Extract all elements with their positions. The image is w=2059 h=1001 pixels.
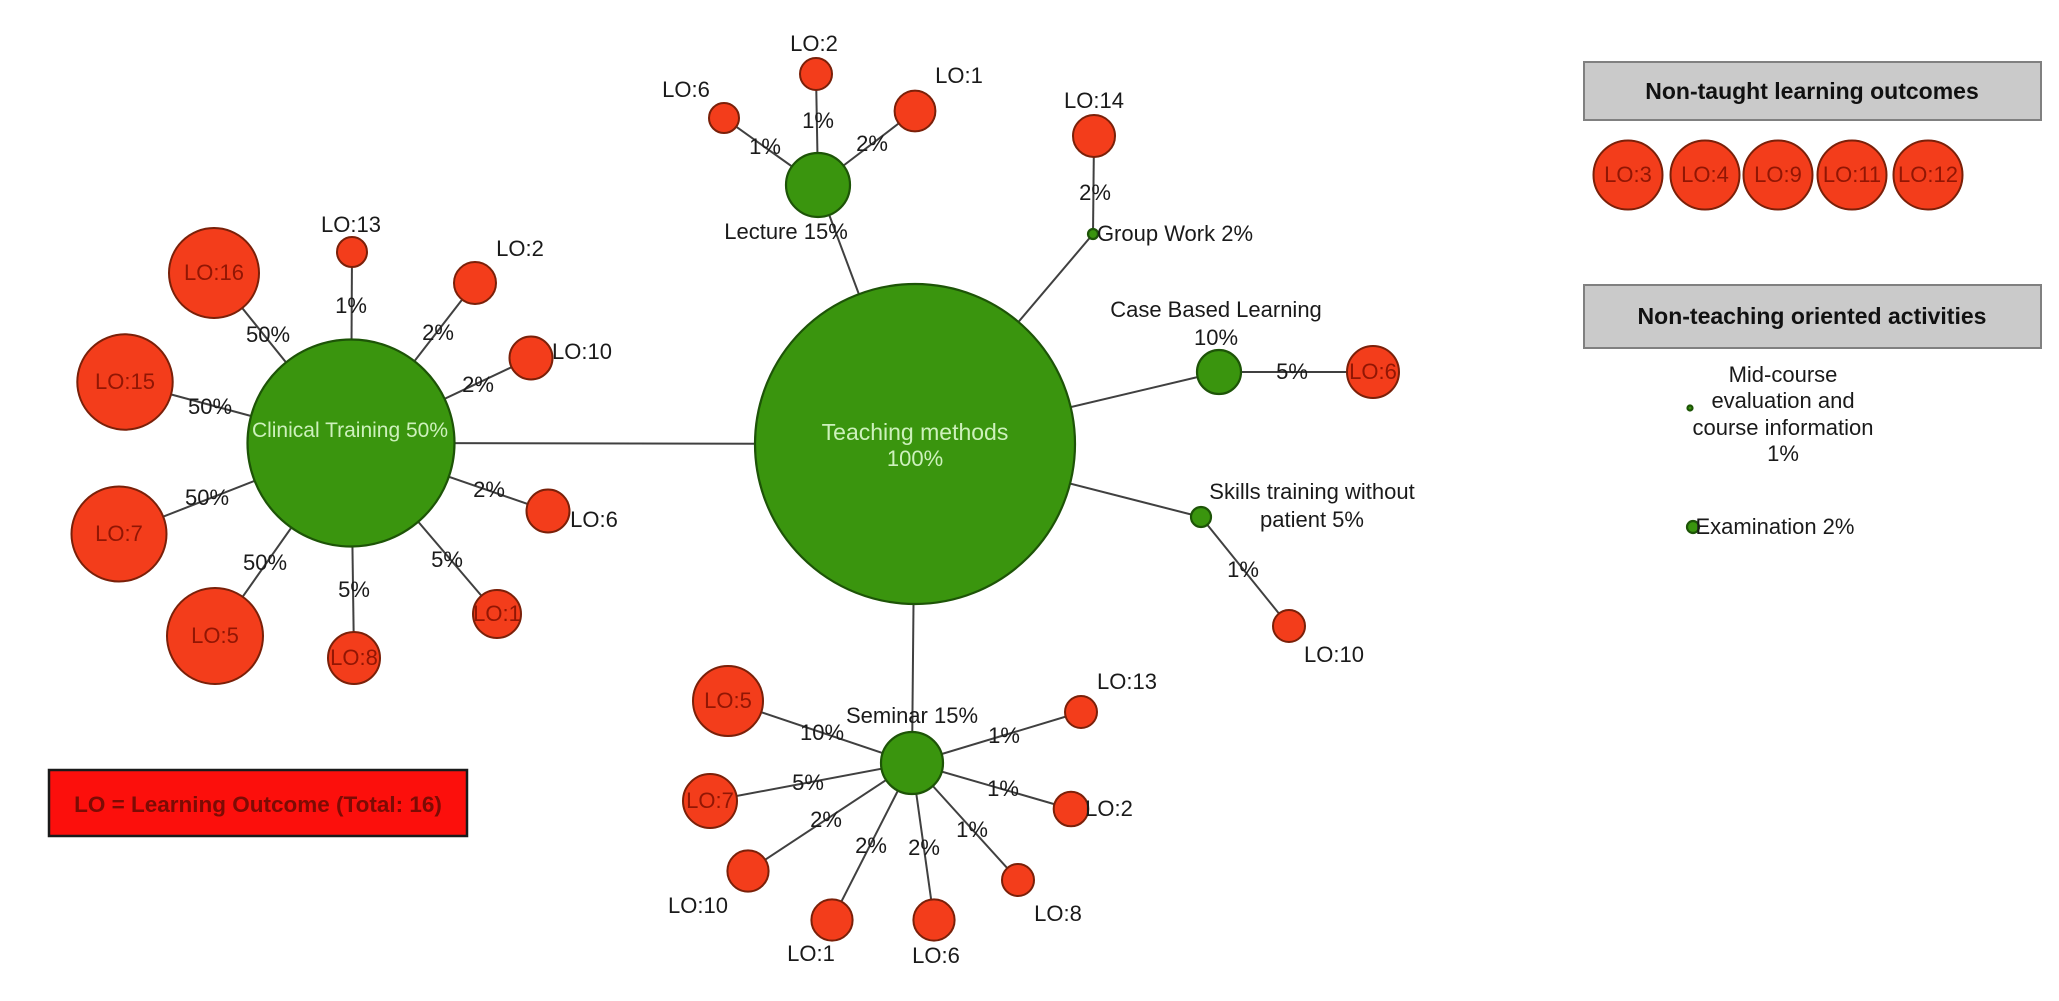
svg-text:course information: course information (1693, 415, 1874, 440)
svg-text:Case Based Learning: Case Based Learning (1110, 297, 1322, 322)
svg-text:LO:10: LO:10 (1304, 642, 1364, 667)
svg-text:LO:5: LO:5 (191, 623, 239, 648)
svg-text:LO:2: LO:2 (1085, 796, 1133, 821)
svg-text:10%: 10% (1194, 325, 1238, 350)
svg-text:LO:10: LO:10 (552, 339, 612, 364)
svg-text:Mid-course: Mid-course (1729, 362, 1838, 387)
svg-text:5%: 5% (338, 577, 370, 602)
svg-text:100%: 100% (887, 446, 943, 471)
svg-text:LO:6: LO:6 (570, 507, 618, 532)
svg-text:LO:16: LO:16 (184, 260, 244, 285)
svg-text:LO:13: LO:13 (321, 212, 381, 237)
svg-text:LO:6: LO:6 (912, 943, 960, 968)
svg-text:2%: 2% (462, 372, 494, 397)
svg-text:1%: 1% (749, 134, 781, 159)
svg-text:LO:8: LO:8 (330, 645, 378, 670)
svg-text:2%: 2% (855, 833, 887, 858)
svg-text:LO:6: LO:6 (1349, 359, 1397, 384)
svg-text:LO:2: LO:2 (790, 31, 838, 56)
svg-text:LO:11: LO:11 (1823, 162, 1881, 187)
svg-text:1%: 1% (956, 817, 988, 842)
svg-text:1%: 1% (988, 723, 1020, 748)
svg-text:Skills training without: Skills training without (1209, 479, 1414, 504)
svg-text:LO:4: LO:4 (1681, 162, 1729, 187)
svg-text:1%: 1% (802, 108, 834, 133)
svg-text:LO:3: LO:3 (1604, 162, 1652, 187)
svg-text:50%: 50% (243, 550, 287, 575)
svg-text:Teaching methods: Teaching methods (822, 419, 1009, 445)
svg-text:5%: 5% (1276, 359, 1308, 384)
svg-text:LO:1: LO:1 (935, 63, 983, 88)
svg-text:LO:13: LO:13 (1097, 669, 1157, 694)
svg-text:5%: 5% (431, 547, 463, 572)
svg-text:LO:1: LO:1 (787, 941, 835, 966)
svg-text:LO = Learning Outcome (Total:: LO = Learning Outcome (Total: 16) (74, 792, 442, 817)
svg-text:50%: 50% (185, 485, 229, 510)
svg-text:10%: 10% (800, 720, 844, 745)
svg-text:2%: 2% (1079, 180, 1111, 205)
svg-text:LO:2: LO:2 (496, 236, 544, 261)
svg-text:LO:1: LO:1 (473, 601, 521, 626)
svg-text:LO:6: LO:6 (662, 77, 710, 102)
svg-text:LO:5: LO:5 (704, 688, 752, 713)
svg-text:Seminar 15%: Seminar 15% (846, 703, 978, 728)
svg-text:LO:7: LO:7 (95, 521, 143, 546)
svg-text:Clinical Training 50%: Clinical Training 50% (252, 419, 448, 442)
svg-text:2%: 2% (856, 131, 888, 156)
svg-text:LO:10: LO:10 (668, 893, 728, 918)
svg-text:evaluation and: evaluation and (1711, 388, 1854, 413)
svg-text:1%: 1% (1227, 557, 1259, 582)
svg-text:5%: 5% (792, 770, 824, 795)
svg-text:LO:7: LO:7 (686, 788, 734, 813)
svg-text:2%: 2% (422, 320, 454, 345)
svg-text:LO:12: LO:12 (1898, 162, 1958, 187)
svg-text:Examination 2%: Examination 2% (1696, 514, 1855, 539)
svg-text:50%: 50% (188, 394, 232, 419)
svg-text:1%: 1% (335, 293, 367, 318)
svg-text:Non-teaching oriented activiti: Non-teaching oriented activities (1638, 303, 1987, 329)
svg-text:2%: 2% (473, 477, 505, 502)
svg-text:LO:9: LO:9 (1754, 162, 1802, 187)
svg-text:50%: 50% (246, 322, 290, 347)
svg-text:Non-taught learning outcomes: Non-taught learning outcomes (1645, 78, 1979, 104)
svg-text:patient 5%: patient 5% (1260, 507, 1364, 532)
svg-text:2%: 2% (810, 807, 842, 832)
svg-text:LO:8: LO:8 (1034, 901, 1082, 926)
svg-text:2%: 2% (908, 835, 940, 860)
svg-text:1%: 1% (1767, 441, 1799, 466)
svg-text:LO:15: LO:15 (95, 369, 155, 394)
svg-text:1%: 1% (987, 776, 1019, 801)
svg-text:LO:14: LO:14 (1064, 88, 1124, 113)
svg-text:Group Work 2%: Group Work 2% (1097, 221, 1253, 246)
svg-text:Lecture 15%: Lecture 15% (724, 219, 848, 244)
